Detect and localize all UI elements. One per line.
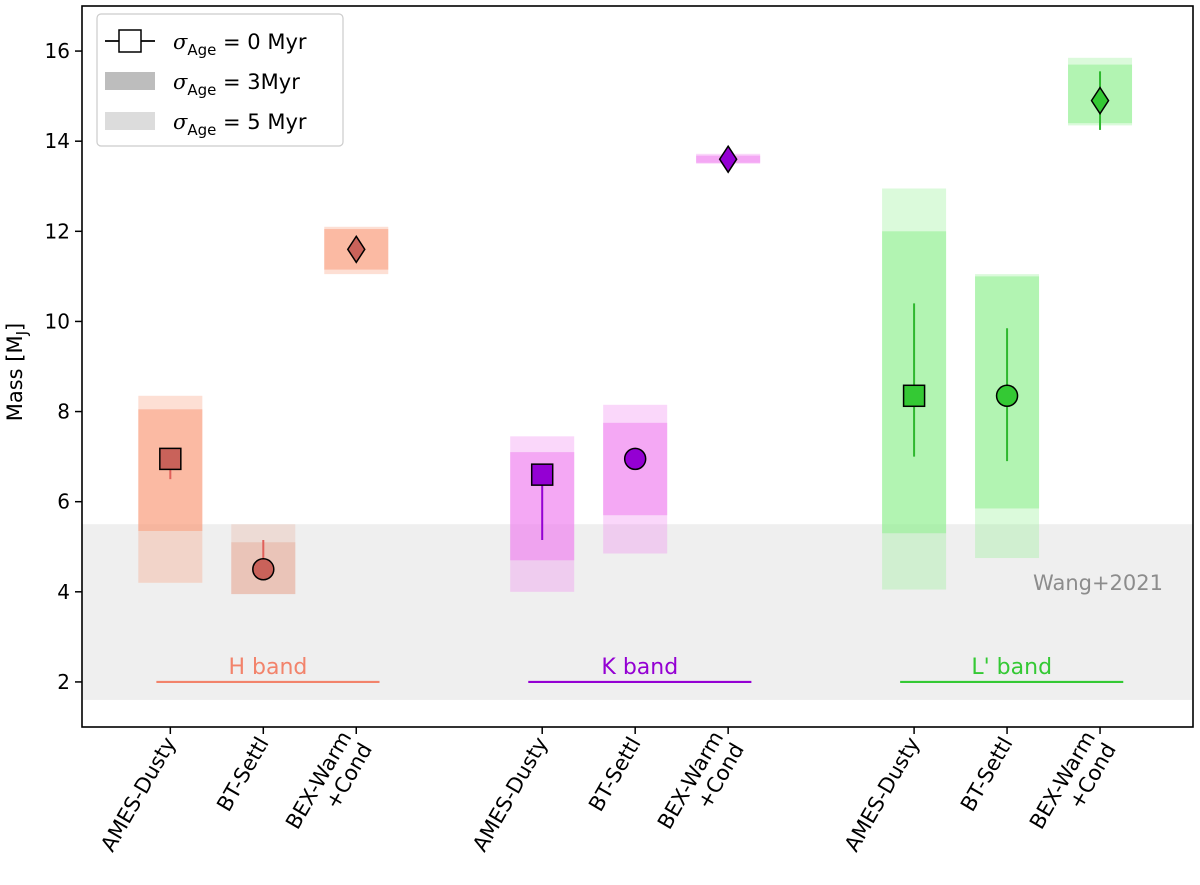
x-tick-label: BT-Settl [584,733,646,816]
marker-square [159,447,182,471]
y-axis-label-sub: J [13,331,31,336]
marker-circle [252,558,275,581]
x-tick-label-line: BT-Settl [584,733,646,816]
y-tick-label: 6 [57,490,70,514]
marker-square [530,463,554,486]
x-tick-label-line: AMES-Dusty [468,733,553,856]
x-tick-label-line: AMES-Dusty [840,733,925,856]
x-tick-label: AMES-Dusty [468,733,553,856]
legend-sigma: σ [173,30,188,54]
legend-sigma: σ [173,110,188,134]
band-layer: H band K band L' band [156,655,1124,684]
x-tick-label-group: BT-Settl [212,733,274,816]
x-tick-label: BT-Settl [212,733,274,816]
legend-entry-text: σAge = 3Myr [173,70,300,99]
band-label: L' band [971,655,1052,680]
legend-entry-text: σAge = 5 Myr [173,110,307,139]
legend-marker [118,29,142,53]
legend-value: = 3Myr [216,70,300,94]
x-tick-label-group: BT-Settl [584,733,646,816]
y-tick-label: 4 [57,580,70,604]
x-tick-label: AMES-Dusty [96,733,181,856]
band-label: H band [228,655,307,680]
x-tick-label-group: BT-Settl [956,733,1018,816]
band-label: K band [601,655,678,680]
y-tick-label: 10 [45,309,70,333]
legend-patch [105,72,155,90]
x-tick-label: BEX-Warm+Cond [1025,727,1121,845]
x-tick-label-group: AMES-Dusty [96,733,181,856]
x-tick-label-group: BEX-Warm+Cond [653,727,749,845]
marker-square [902,384,926,408]
y-tick-label: 14 [45,129,70,153]
y-tick-label: 8 [57,400,70,424]
y-tick-label: 12 [45,219,70,243]
x-tick-label: BEX-Warm+Cond [653,727,749,845]
marker-diamond [1090,86,1110,116]
legend-value: = 5 Myr [216,110,307,134]
x-axis: AMES-Dusty BT-Settl BEX-Warm+Cond AMES-Dust… [96,727,1121,856]
legend-subscript: Age [187,41,216,59]
legend-patch [105,112,155,130]
marker-layer [159,86,1110,581]
x-tick-label-line: AMES-Dusty [96,733,181,856]
marker-diamond [718,144,738,174]
y-axis: 2 4 6 8 10 12 14 16 [45,39,82,694]
legend-subscript: Age [187,121,216,139]
legend-value: = 0 Myr [216,30,307,54]
marker-circle [995,384,1019,408]
y-axis-label: Mass [MJ] [3,323,31,422]
x-tick-label-line: BT-Settl [956,733,1018,816]
y-tick-label: 2 [57,670,70,694]
plot-frame [81,5,1194,728]
legend-sigma: σ [173,70,188,94]
x-tick-label-line: BT-Settl [212,733,274,816]
reference-label: Wang+2021 [1033,571,1163,595]
y-axis-label-end: ] [3,323,27,331]
x-tick-label: AMES-Dusty [840,733,925,856]
legend-entry-text: σAge = 0 Myr [173,30,307,59]
x-tick-label: BT-Settl [956,733,1018,816]
legend-subscript: Age [187,81,216,99]
x-tick-label-group: BEX-Warm+Cond [1025,727,1121,845]
x-tick-label-group: BEX-Warm+Cond [281,727,377,845]
legend-box [96,13,344,147]
marker-circle [623,447,647,471]
x-tick-label: BEX-Warm+Cond [281,727,377,845]
x-tick-label-group: AMES-Dusty [468,733,553,856]
marker-diamond [346,234,366,264]
y-axis-label-main: Mass [M [3,335,27,421]
y-tick-label: 16 [45,39,70,63]
x-tick-label-group: AMES-Dusty [840,733,925,856]
